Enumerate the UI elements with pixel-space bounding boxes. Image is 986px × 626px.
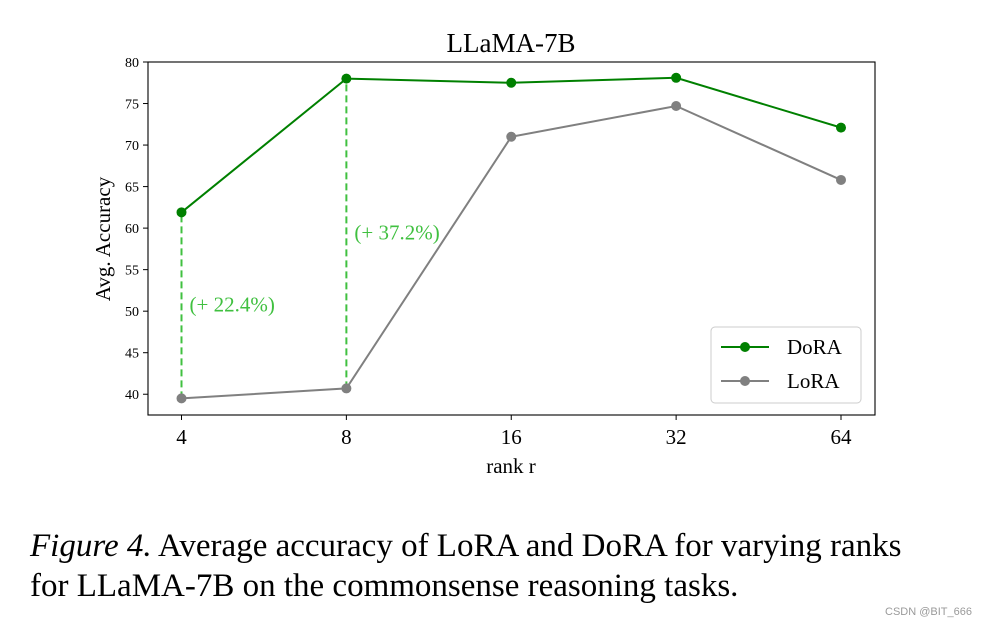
dora-point — [836, 122, 846, 133]
caption-text-1: Average accuracy of LoRA and DoRA for va… — [158, 528, 902, 564]
chart-title: LLaMA-7B — [447, 28, 576, 58]
x-tick-label: 4 — [176, 425, 187, 449]
y-tick-label: 75 — [125, 98, 139, 113]
x-tick-label: 64 — [831, 425, 853, 449]
x-tick-label: 16 — [501, 425, 522, 449]
lora-point — [506, 131, 517, 142]
dora-series-line — [180, 76, 842, 214]
legend-marker-dora — [740, 342, 750, 352]
dora-point — [506, 77, 517, 88]
legend-marker-lora — [740, 376, 750, 386]
x-tick-label: 8 — [341, 425, 352, 449]
lora-point — [341, 383, 352, 394]
y-tick-label: 45 — [125, 347, 139, 362]
y-tick-label: 50 — [125, 305, 139, 320]
caption-line-2: for LLaMA-7B on the commonsense reasonin… — [30, 568, 739, 604]
lora-point — [176, 393, 187, 404]
y-tick-label: 80 — [125, 56, 139, 71]
legend: DoRA LoRA — [710, 326, 862, 404]
caption-line-1: Figure 4. Average accuracy of LoRA and D… — [30, 526, 980, 566]
y-tick-label: 65 — [125, 181, 139, 196]
improvement-label: (+ 37.2%) — [354, 221, 439, 245]
x-axis-label: rank r — [486, 454, 536, 478]
legend-label-lora: LoRA — [787, 369, 840, 393]
y-tick-label: 70 — [125, 139, 139, 154]
x-tick-label: 32 — [666, 425, 687, 449]
lora-point — [671, 101, 682, 112]
dora-point — [176, 207, 187, 218]
y-axis-label: Avg. Accuracy — [91, 176, 115, 301]
improvement-label: (+ 22.4%) — [190, 292, 275, 316]
legend-label-dora: DoRA — [787, 335, 843, 359]
figure-label: Figure 4. — [30, 528, 152, 564]
figure-caption: Figure 4. Average accuracy of LoRA and D… — [30, 526, 980, 606]
y-tick-label: 55 — [125, 264, 139, 279]
lora-point — [836, 174, 846, 185]
y-tick-label: 60 — [125, 222, 139, 237]
dora-point — [341, 73, 352, 84]
watermark: CSDN @BIT_666 — [885, 606, 972, 618]
y-tick-label: 40 — [125, 388, 139, 403]
dora-point — [671, 72, 682, 83]
